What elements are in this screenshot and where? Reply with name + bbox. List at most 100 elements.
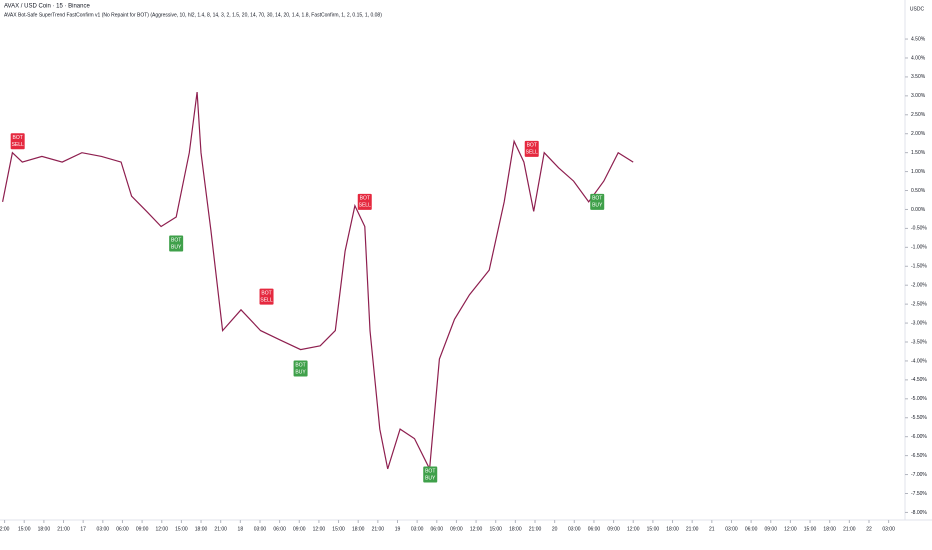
y-tick-label: 1.50%	[911, 150, 926, 156]
signal-text: SELL	[359, 203, 371, 209]
x-tick-label: 03:00	[411, 526, 424, 532]
y-tick-label: -1.50%	[911, 264, 927, 270]
y-tick-label: -4.50%	[911, 377, 927, 383]
x-tick-label: 06:00	[745, 526, 758, 532]
signal-box	[590, 193, 605, 210]
y-tick-label: -7.00%	[911, 472, 927, 478]
y-tick-label: -5.00%	[911, 396, 927, 402]
indicator-title: AVAX Bot-Safe SuperTrend FastConfirm v1 …	[4, 12, 382, 18]
x-tick-label: 12:00	[627, 526, 640, 532]
y-tick-label: 0.00%	[911, 207, 926, 213]
signal-box	[357, 193, 372, 210]
y-tick-label: 3.00%	[911, 93, 926, 99]
x-tick-label: 06:00	[588, 526, 601, 532]
y-tick-label: -1.00%	[911, 245, 927, 251]
x-tick-label: 18:00	[509, 526, 522, 532]
signal-text: BOT	[295, 362, 305, 368]
y-tick-label: -2.00%	[911, 283, 927, 289]
y-tick-label: -6.00%	[911, 434, 927, 440]
y-tick-label: 2.00%	[911, 131, 926, 137]
x-tick-label: 09:00	[607, 526, 620, 532]
x-tick-label: 15:00	[804, 526, 817, 532]
x-tick-label: 06:00	[273, 526, 286, 532]
x-tick-label: 15:00	[175, 526, 188, 532]
y-tick-label: -4.00%	[911, 358, 927, 364]
signal-text: BUY	[425, 475, 436, 481]
y-tick-label: 4.50%	[911, 36, 926, 42]
x-tick-label: 03:00	[882, 526, 895, 532]
x-tick-label: 18:00	[666, 526, 679, 532]
x-tick-label: 21	[709, 526, 715, 532]
signal-text: SELL	[12, 142, 24, 148]
signal-text: BOT	[592, 196, 602, 202]
y-tick-label: 0.50%	[911, 188, 926, 194]
x-tick-label: 12:00	[470, 526, 483, 532]
y-tick-label: -7.50%	[911, 491, 927, 497]
y-tick-label: 3.50%	[911, 74, 926, 80]
x-tick-label: 06:00	[116, 526, 129, 532]
x-tick-label: 21:00	[843, 526, 856, 532]
x-tick-label: 09:00	[293, 526, 306, 532]
x-tick-label: 12:00	[784, 526, 797, 532]
x-tick-label: 21:00	[529, 526, 542, 532]
x-tick-label: 15:00	[489, 526, 502, 532]
x-tick-label: 20	[552, 526, 558, 532]
x-tick-label: 15:00	[332, 526, 345, 532]
signal-text: BOT	[171, 237, 181, 243]
y-tick-label: 4.00%	[911, 55, 926, 61]
x-tick-label: 09:00	[136, 526, 149, 532]
x-tick-label: 18:00	[195, 526, 208, 532]
signal-text: BUY	[295, 369, 306, 375]
y-tick-label: -3.50%	[911, 339, 927, 345]
x-tick-label: 15:00	[647, 526, 660, 532]
y-tick-label: -6.50%	[911, 453, 927, 459]
y-tick-label: -0.50%	[911, 226, 927, 232]
signal-text: BOT	[425, 468, 435, 474]
y-tick-label: -2.50%	[911, 301, 927, 307]
signal-text: BUY	[171, 244, 182, 250]
x-tick-label: 21:00	[686, 526, 699, 532]
signal-box	[524, 140, 539, 157]
x-tick-label: 09:00	[450, 526, 463, 532]
signal-text: BOT	[360, 196, 370, 202]
x-tick-label: 21:00	[372, 526, 385, 532]
x-tick-label: 17	[80, 526, 86, 532]
signal-text: BOT	[527, 143, 537, 149]
signal-text: BUY	[592, 203, 603, 209]
price-line	[2, 92, 634, 472]
x-tick-label: 06:00	[431, 526, 444, 532]
x-tick-label: 12:00	[313, 526, 326, 532]
signal-box	[293, 360, 308, 377]
x-tick-label: 18	[238, 526, 244, 532]
x-tick-label: 03:00	[568, 526, 581, 532]
signal-box	[10, 133, 25, 150]
signal-box	[169, 235, 184, 252]
signal-text: SELL	[526, 150, 538, 156]
x-tick-label: 21:00	[214, 526, 227, 532]
x-tick-label: 03:00	[254, 526, 267, 532]
y-tick-label: 1.00%	[911, 169, 926, 175]
signal-box	[259, 288, 274, 305]
x-tick-label: 09:00	[764, 526, 777, 532]
x-tick-label: 03:00	[97, 526, 110, 532]
y-tick-label: -8.00%	[911, 510, 927, 516]
y-tick-label: 2.50%	[911, 112, 926, 118]
signal-box	[423, 466, 438, 483]
y-tick-label: -5.50%	[911, 415, 927, 421]
x-tick-label: 03:00	[725, 526, 738, 532]
x-tick-label: 22	[866, 526, 872, 532]
currency-label: USDC	[910, 6, 925, 12]
signal-text: BOT	[13, 135, 23, 141]
x-tick-label: 21:00	[57, 526, 70, 532]
x-tick-label: 2:00	[0, 526, 10, 532]
